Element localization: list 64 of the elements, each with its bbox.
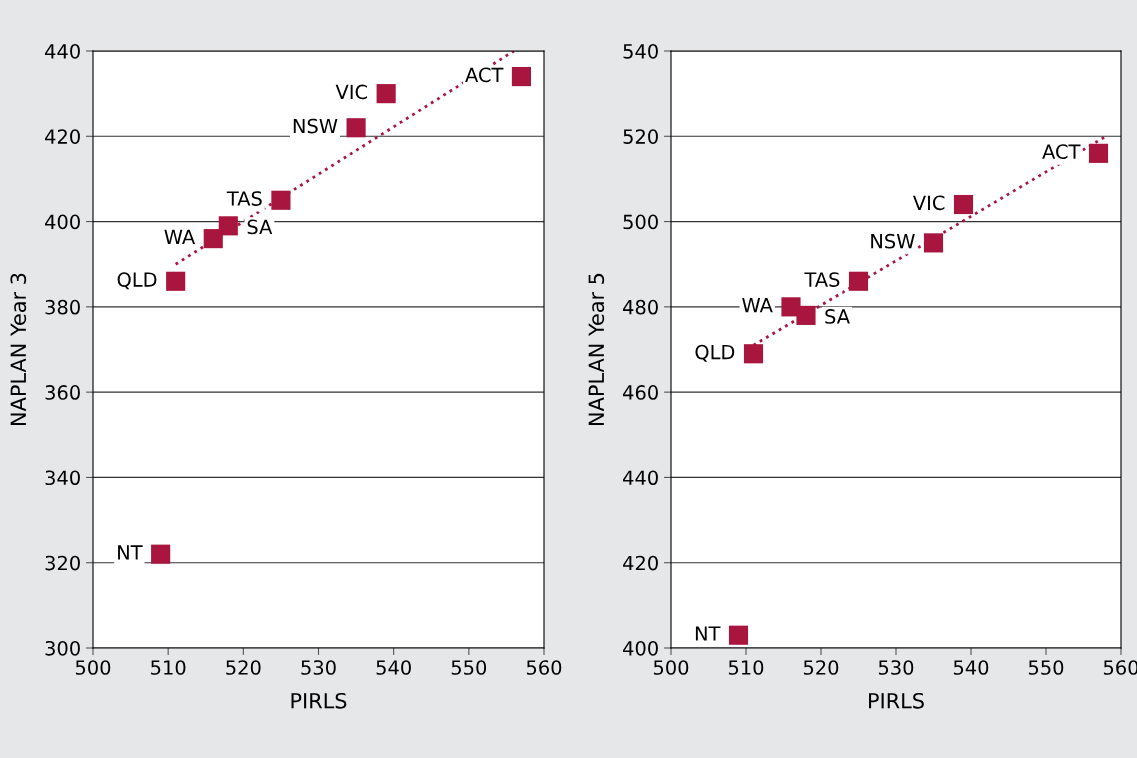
x-tick-label: 520 (226, 660, 261, 675)
x-tick-label: 530 (878, 660, 914, 675)
annotation: QLD (695, 344, 735, 362)
point (271, 190, 291, 210)
annotation: ACT (1042, 144, 1081, 159)
x-axis-title: PIRLS (291, 692, 347, 709)
x-tick-label: 500 (653, 660, 689, 675)
x-tick-label: 540 (953, 660, 989, 675)
x-tick-label: 550 (1028, 660, 1064, 675)
y-tick-label: 340 (45, 470, 80, 486)
annotation: NT (118, 545, 143, 560)
y-tick-label: 440 (623, 470, 658, 486)
annotation: WA (742, 298, 773, 313)
point (203, 229, 223, 249)
point (376, 84, 396, 104)
annotation: ACT (465, 67, 504, 83)
y-axis-title: NAPLAN Year 3 (10, 273, 27, 425)
point (953, 194, 974, 215)
x-tick-label: 500 (75, 660, 111, 675)
x-tick-label: 510 (728, 660, 764, 675)
y-tick-label: 520 (623, 129, 658, 144)
y-axis-title: NAPLAN Year 5 (588, 273, 605, 425)
y-tick-label: 360 (45, 385, 80, 400)
annotation: NSW (871, 233, 915, 249)
annotation: TAS (804, 272, 840, 287)
x-axis-title: PIRLS (869, 692, 924, 709)
point (346, 118, 366, 138)
y-tick-label: 420 (45, 129, 80, 144)
point (923, 233, 944, 253)
y-tick-label: 420 (623, 555, 658, 571)
x-tick-label: 520 (803, 660, 839, 675)
point (218, 216, 238, 236)
y-tick-label: 460 (623, 385, 658, 400)
annotation: WA (164, 229, 196, 244)
point (796, 305, 816, 325)
point (511, 67, 532, 87)
point (151, 544, 171, 564)
point (743, 344, 764, 364)
x-tick-label: 530 (301, 660, 336, 675)
y-tick-label: 500 (623, 214, 658, 230)
x-tick-label: 510 (151, 660, 186, 675)
point (166, 271, 186, 291)
annotation: QLD (117, 272, 157, 290)
annotation: TAS (226, 191, 262, 206)
y-tick-label: 480 (623, 299, 658, 315)
annotation: NSW (293, 118, 338, 134)
y-tick-label: 400 (623, 640, 658, 656)
annotation: NT (695, 626, 721, 641)
y-tick-label: 540 (623, 43, 658, 59)
x-tick-label: 560 (526, 660, 562, 675)
y-tick-label: 440 (45, 43, 80, 59)
point (1088, 143, 1109, 163)
y-tick-label: 400 (45, 214, 80, 230)
point (728, 625, 749, 645)
annotation: SA (247, 219, 273, 235)
x-tick-label: 540 (376, 660, 411, 675)
point (848, 271, 869, 291)
annotation: VIC (912, 195, 945, 211)
y-tick-label: 380 (45, 299, 80, 315)
y-tick-label: 300 (45, 640, 80, 656)
annotation: SA (825, 309, 850, 324)
annotation: VIC (335, 84, 368, 100)
y-tick-label: 320 (45, 555, 80, 571)
x-tick-label: 550 (451, 660, 487, 675)
